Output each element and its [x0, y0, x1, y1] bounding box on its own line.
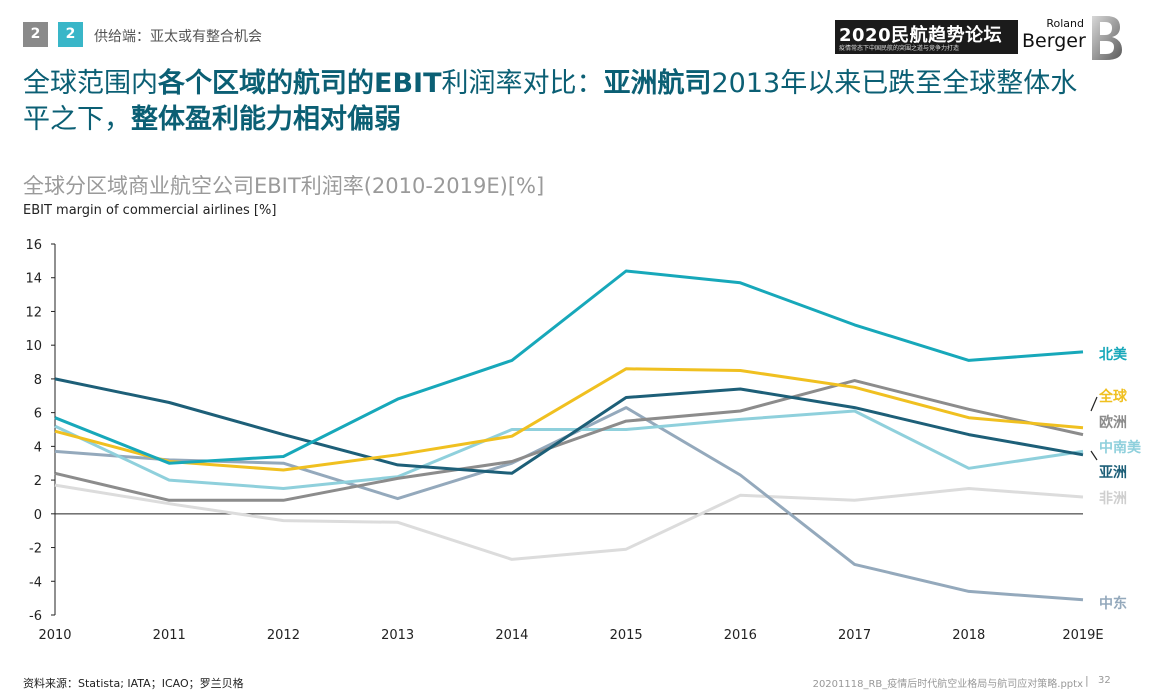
series-line-europe — [54, 379, 1084, 502]
headline-part-6: 整体盈利能力相对偏弱 — [131, 104, 401, 135]
y-tick-label: -2 — [29, 542, 42, 557]
headline-part-5: 2013年以来已跌至全球整体水平之下， — [23, 68, 1078, 135]
series-line-north-america — [54, 269, 1084, 465]
series-label-north-america: 北美 — [1099, 346, 1128, 363]
series-label-asia: 亚洲 — [1099, 465, 1127, 481]
y-tick-label: -4 — [29, 575, 42, 590]
x-tick-label: 2011 — [153, 628, 186, 643]
forum-banner-title: 2020民航趋势论坛 — [839, 25, 1003, 46]
x-tick-label: 2012 — [267, 628, 300, 643]
label-leader-line — [1090, 450, 1098, 461]
series-label-middle-east: 中东 — [1099, 595, 1127, 612]
y-tick-label: 10 — [25, 339, 42, 354]
series-line-latin-america — [54, 409, 1084, 490]
roland-berger-b-icon — [1092, 16, 1122, 60]
headline-part-2: 各个区域的航司的EBIT — [158, 68, 442, 99]
y-tick-label: -6 — [29, 609, 42, 624]
y-tick-label: 2 — [34, 474, 42, 489]
y-tick-label: 12 — [25, 305, 42, 320]
series-label-global: 全球 — [1098, 388, 1128, 405]
y-tick-label: 8 — [34, 373, 42, 388]
y-tick-label: 4 — [34, 440, 42, 455]
headline-part-4: 亚洲航司 — [603, 68, 712, 99]
roland-berger-logo: Roland Berger — [1022, 17, 1086, 53]
forum-banner-subtitle: 疫情常态下中国民航的突围之道与竞争力打造 — [839, 45, 960, 52]
logo-berger-text: Berger — [1022, 30, 1086, 52]
footer-source: 资料来源：Statista; IATA；ICAO；罗兰贝格 — [23, 677, 244, 690]
label-leader-line — [1090, 396, 1098, 412]
series-label-europe: 欧洲 — [1099, 414, 1127, 431]
series-label-africa: 非洲 — [1099, 490, 1127, 507]
headline-part-3: 利润率对比： — [441, 68, 604, 99]
x-tick-label: 2013 — [381, 628, 414, 643]
ebit-margin-line-chart: 16 14 12 10 8 6 4 2 0 -2 -4 -6 2010 2011 2012 2013 2014… — [25, 238, 1142, 643]
x-tick-label: 2014 — [495, 628, 528, 643]
x-tick-label: 2019E — [1062, 628, 1103, 643]
x-tick-label: 2010 — [38, 628, 71, 643]
page-headline: 全球范围内各个区域的航司的EBIT利润率对比：亚洲航司2013年以来已跌至全球整… — [23, 66, 1103, 138]
x-tick-label: 2016 — [724, 628, 757, 643]
x-tick-label: 2015 — [610, 628, 643, 643]
chart-title: 全球分区域商业航空公司EBIT利润率(2010-2019E)[%] — [23, 174, 545, 198]
series-line-global — [54, 367, 1084, 472]
series-line-africa — [54, 483, 1084, 561]
series-label-latin-america: 中南美 — [1099, 439, 1142, 456]
x-tick-label: 2017 — [838, 628, 871, 643]
footer-page-number: 32 — [1098, 675, 1111, 686]
y-tick-label: 6 — [34, 407, 42, 422]
section-title: 供给端：亚太或有整合机会 — [94, 29, 262, 45]
headline-part-1: 全球范围内 — [23, 68, 158, 99]
x-tick-label: 2018 — [952, 628, 985, 643]
y-tick-label: 0 — [34, 508, 42, 523]
y-tick-label: 16 — [25, 238, 42, 253]
logo-roland-text: Roland — [1046, 17, 1084, 30]
section-number-badge: 2 — [23, 22, 48, 47]
forum-banner-logo: 2020民航趋势论坛 疫情常态下中国民航的突围之道与竞争力打造 — [835, 20, 1018, 54]
footer-file-name: 20201118_RB_疫情后时代航空业格局与航司应对策略.pptx — [812, 679, 1083, 690]
y-tick-label: 14 — [25, 272, 42, 287]
chart-y-axis-label: EBIT margin of commercial airlines [%] — [23, 203, 277, 218]
series-line-asia — [54, 377, 1084, 475]
subsection-number-badge: 2 — [58, 22, 83, 47]
footer-separator: | — [1085, 674, 1089, 687]
